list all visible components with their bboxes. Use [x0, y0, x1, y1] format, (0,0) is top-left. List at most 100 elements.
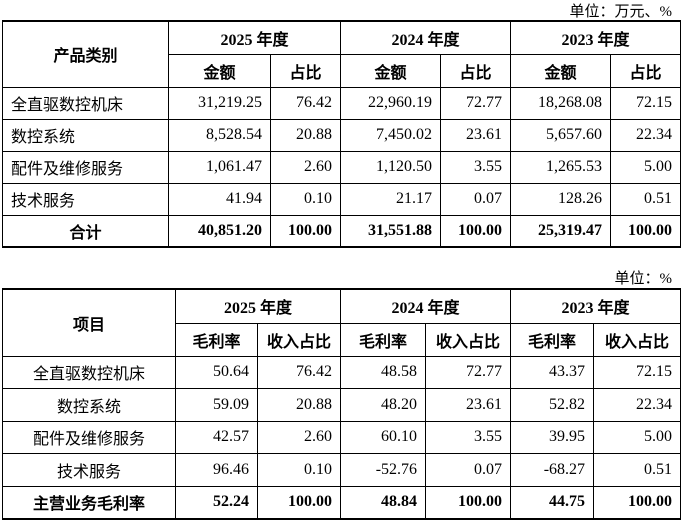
cell: 100.00: [593, 485, 682, 520]
data-row: 全直驱数控机床 50.64 76.42 48.58 72.77 43.37 72.15: [2, 355, 682, 390]
cell: 31,219.25: [168, 86, 271, 120]
data-row: 全直驱数控机床 31,219.25 76.42 22,960.19 72.77 18,26…: [2, 86, 682, 120]
cell: 52.82: [510, 388, 595, 422]
total-row: 主营业务毛利率 52.24 100.00 48.84 100.00 44.75 100.00: [2, 485, 682, 520]
unit-note: 单位：%: [614, 271, 673, 287]
cell: 76.42: [256, 355, 342, 390]
cell: 44.75: [510, 485, 595, 520]
cell: 1,120.50: [340, 150, 442, 184]
cell: 43.37: [510, 355, 595, 390]
cell: 42.57: [175, 420, 258, 455]
cell: 48.20: [340, 388, 427, 422]
header-cell: 2025 年度: [174, 288, 342, 324]
cell: 5.00: [610, 150, 682, 184]
cell: 96.46: [175, 453, 258, 487]
cell: 1,265.53: [510, 150, 612, 184]
header-cell: 毛利率: [510, 322, 595, 357]
row-label: 技术服务: [2, 453, 176, 487]
header-cell: 2023 年度: [510, 288, 682, 324]
cell: 23.61: [440, 118, 512, 152]
cell: 100.00: [269, 214, 342, 248]
cell: 0.51: [610, 182, 682, 216]
cell: 50.64: [175, 355, 258, 390]
header-cell: 2024 年度: [340, 20, 512, 55]
row-label: 配件及维修服务: [2, 150, 169, 184]
row-label: 主营业务毛利率: [2, 485, 176, 520]
header-row: 产品类别 2025 年度 2024 年度 2023 年度: [2, 20, 682, 88]
cell: 100.00: [440, 214, 512, 248]
cell: 5,657.60: [510, 118, 612, 152]
header-cell: 占比: [440, 53, 512, 88]
cell: 76.42: [269, 86, 342, 120]
header-cell: 金额: [340, 53, 442, 88]
row-label: 数控系统: [2, 388, 176, 422]
data-row: 数控系统 59.09 20.88 48.20 23.61 52.82 22.34: [2, 388, 682, 422]
cell: 3.55: [440, 150, 512, 184]
header-cell: 金额: [510, 53, 612, 88]
header-cell: 收入占比: [425, 322, 512, 357]
cell: 40,851.20: [168, 214, 271, 248]
cell: -52.76: [340, 453, 427, 487]
row-label: 合计: [2, 214, 169, 248]
cell: 20.88: [269, 118, 342, 152]
cell: 59.09: [175, 388, 258, 422]
cell: 41.94: [168, 182, 271, 216]
data-row: 技术服务 96.46 0.10 -52.76 0.07 -68.27 0.51: [2, 453, 682, 487]
cell: 72.15: [610, 86, 682, 120]
cell: 0.10: [256, 453, 342, 487]
cell: 22,960.19: [340, 86, 442, 120]
cell: 72.15: [593, 355, 682, 390]
row-label: 配件及维修服务: [2, 420, 176, 455]
header-cell: 2023 年度: [510, 20, 682, 55]
total-row: 合计 40,851.20 100.00 31,551.88 100.00 25,319.4…: [2, 214, 682, 248]
cell: 0.07: [440, 182, 512, 216]
header-row: 项目 2025 年度 2024 年度 2023 年度: [2, 288, 682, 357]
cell: 48.58: [340, 355, 427, 390]
header-cell: 占比: [610, 53, 682, 88]
row-label: 全直驱数控机床: [2, 355, 176, 390]
cell: 31,551.88: [340, 214, 442, 248]
unit-note: 单位：万元、%: [569, 4, 673, 20]
cell: 18,268.08: [510, 86, 612, 120]
cell: 48.84: [340, 485, 427, 520]
cell: 2.60: [256, 420, 342, 455]
data-row: 数控系统 8,528.54 20.88 7,450.02 23.61 5,657.60 22…: [2, 118, 682, 152]
cell: 52.24: [175, 485, 258, 520]
cell: 128.26: [510, 182, 612, 216]
row-label: 数控系统: [2, 118, 169, 152]
data-row: 技术服务 41.94 0.10 21.17 0.07 128.26 0.51: [2, 182, 682, 216]
cell: 23.61: [425, 388, 512, 422]
cell: 72.77: [425, 355, 512, 390]
table: 产品类别 2025 年度 2024 年度 2023 年度 金额 占比 金额 占比 金额 占比 全直驱…: [2, 20, 682, 248]
cell: 20.88: [256, 388, 342, 422]
data-row: 配件及维修服务 42.57 2.60 60.10 3.55 39.95 5.00: [2, 420, 682, 455]
cell: 0.07: [425, 453, 512, 487]
header-row: 毛利率 收入占比 毛利率 收入占比 毛利率 收入占比: [3, 322, 682, 357]
header-cell: 毛利率: [175, 322, 258, 357]
cell: 0.51: [593, 453, 682, 487]
cell: 60.10: [340, 420, 427, 455]
row-label: 全直驱数控机床: [2, 86, 169, 120]
header-cell: 项目: [2, 288, 176, 357]
cell: 100.00: [425, 485, 512, 520]
cell: 100.00: [256, 485, 342, 520]
cell: 22.34: [610, 118, 682, 152]
table: 项目 2025 年度 2024 年度 2023 年度 毛利率 收入占比 毛利率 收入占比 毛利率…: [2, 288, 682, 520]
cell: 8,528.54: [168, 118, 271, 152]
cell: 100.00: [610, 214, 682, 248]
header-cell: 产品类别: [2, 20, 169, 88]
cell: 22.34: [593, 388, 682, 422]
cell: 2.60: [269, 150, 342, 184]
cell: 0.10: [269, 182, 342, 216]
cell: 7,450.02: [340, 118, 442, 152]
header-cell: 2024 年度: [340, 288, 512, 324]
cell: -68.27: [510, 453, 595, 487]
cell: 5.00: [593, 420, 682, 455]
header-row: 金额 占比 金额 占比 金额 占比: [3, 53, 682, 88]
header-cell: 占比: [269, 53, 342, 88]
cell: 25,319.47: [510, 214, 612, 248]
header-cell: 收入占比: [256, 322, 342, 357]
header-cell: 毛利率: [340, 322, 427, 357]
cell: 39.95: [510, 420, 595, 455]
